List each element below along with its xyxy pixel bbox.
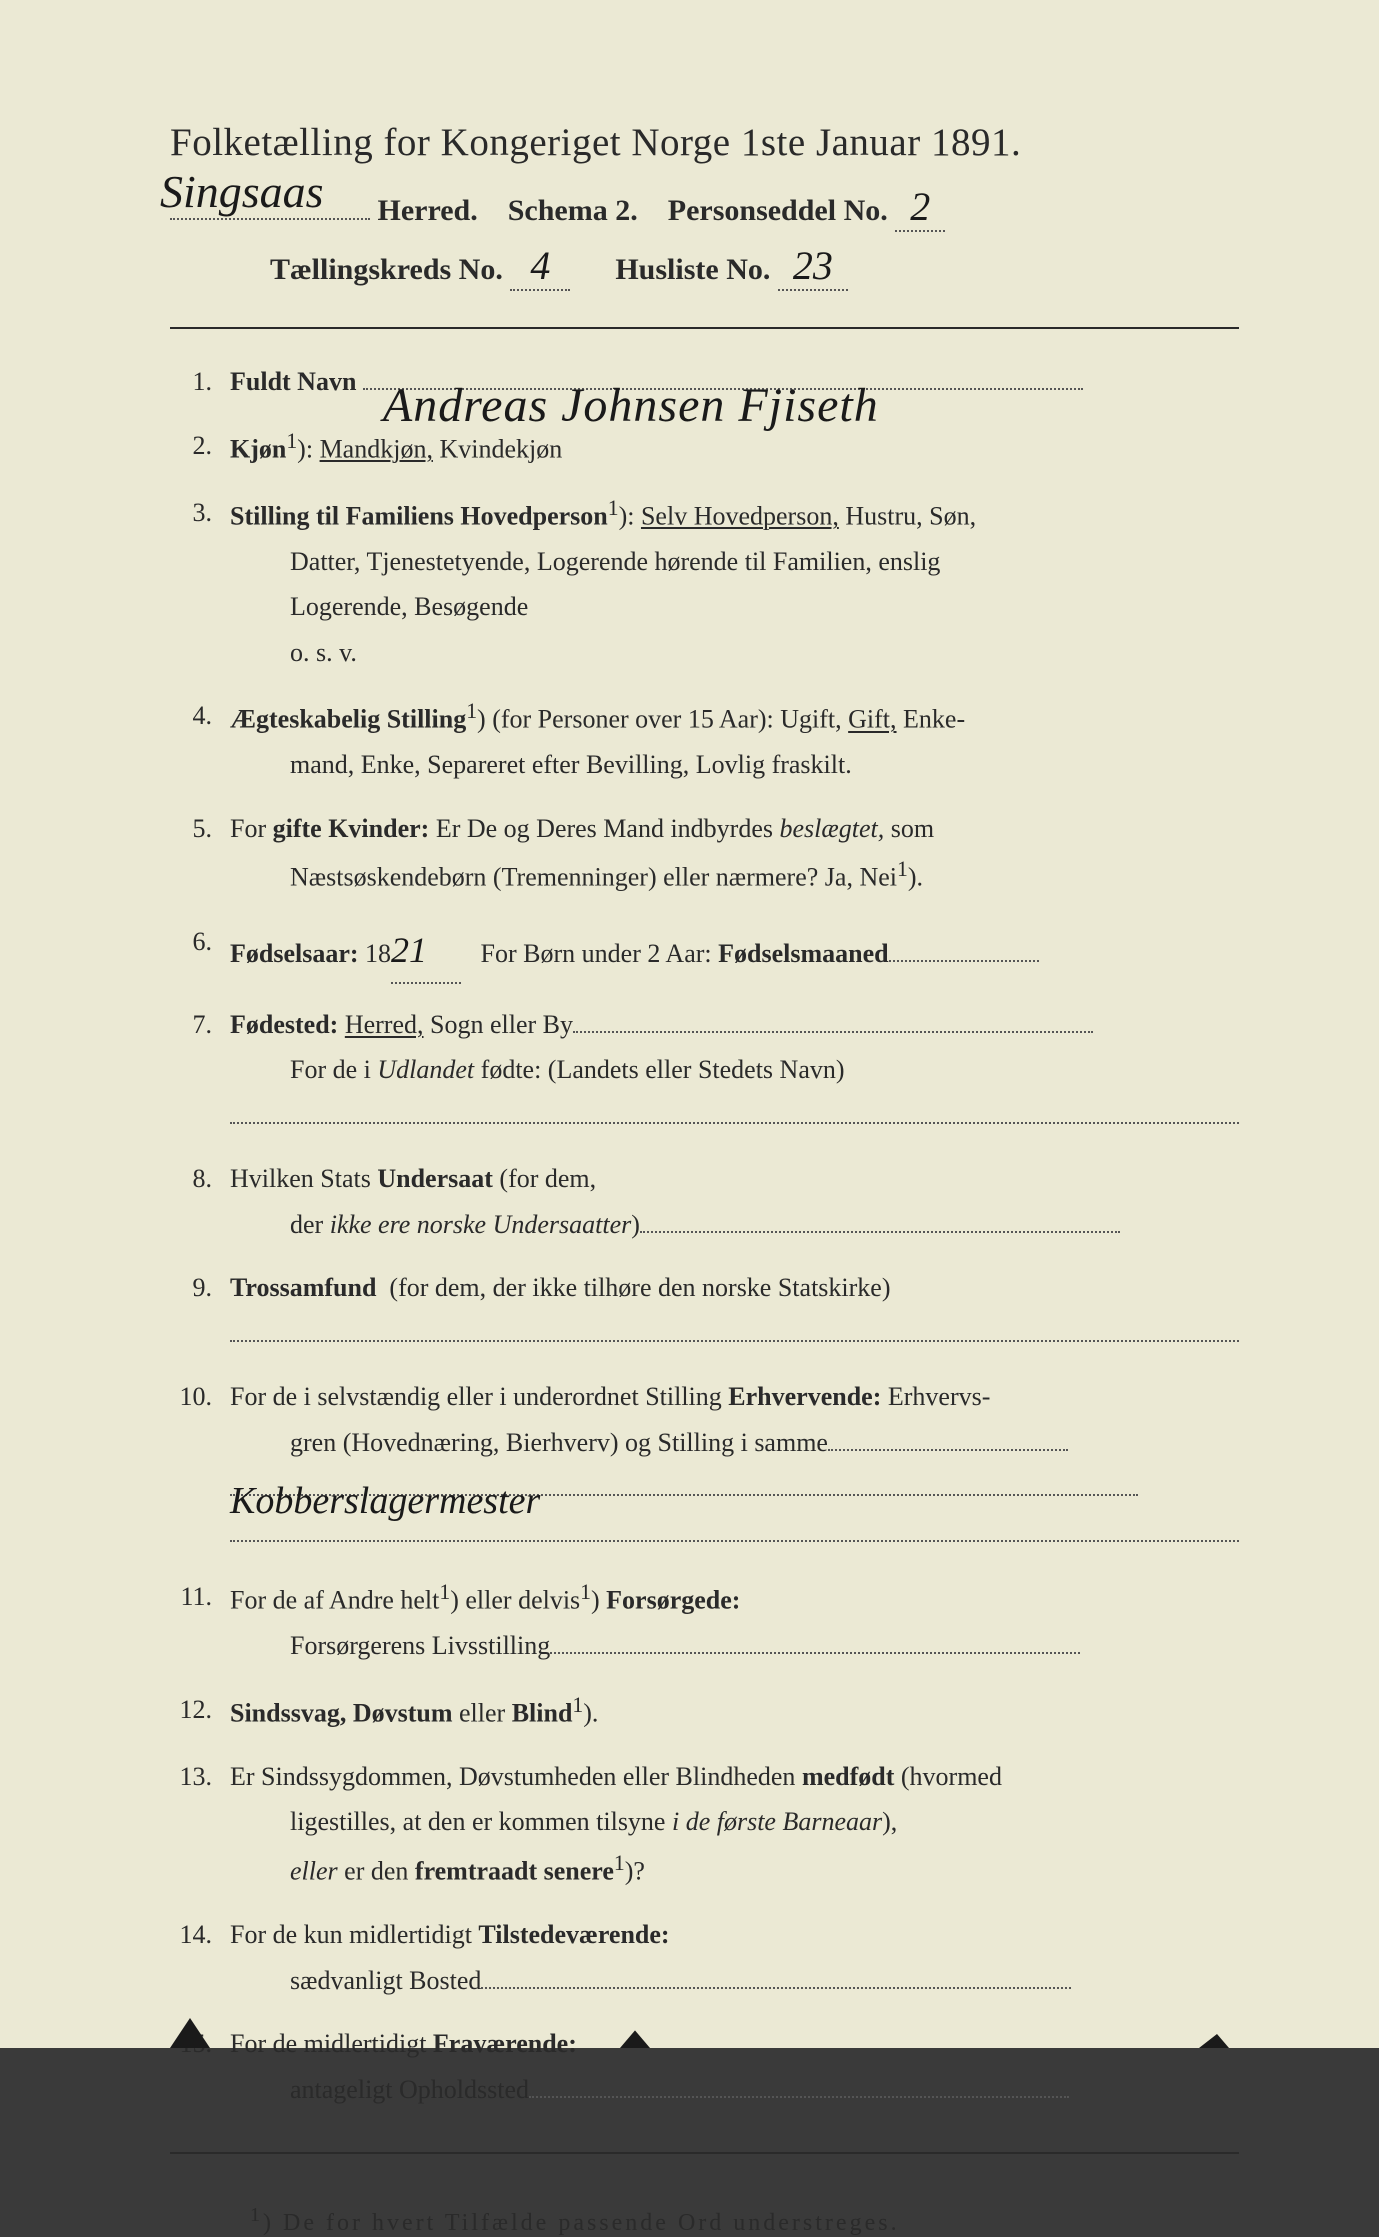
q7-num: 7. (170, 1002, 230, 1139)
q10-occupation-hw: Kobberslagermester (230, 1468, 540, 1535)
q9-num: 9. (170, 1265, 230, 1356)
census-form-page: Folketælling for Kongeriget Norge 1ste J… (0, 0, 1379, 2048)
question-10: 10. For de i selvstændig eller i underor… (170, 1374, 1239, 1556)
question-1: 1. Fuldt Navn Andreas Johnsen Fjiseth (170, 359, 1239, 405)
header-line-2: Tællingskreds No. 4 Husliste No. 23 (170, 242, 1239, 291)
question-5: 5. For gifte Kvinder: Er De og Deres Man… (170, 806, 1239, 901)
q15-label: Fraværende: (433, 2029, 577, 2058)
husliste-label: Husliste No. (615, 253, 770, 286)
q3-label: Stilling til Familiens Hovedperson (230, 501, 608, 530)
q13-label: medfødt (802, 1762, 894, 1791)
page-title: Folketælling for Kongeriget Norge 1ste J… (170, 120, 1239, 165)
q8-num: 8. (170, 1156, 230, 1247)
question-14: 14. For de kun midlertidigt Tilstedevære… (170, 1912, 1239, 2003)
herred-handwritten: Singsaas (160, 165, 324, 218)
question-7: 7. Fødested: Herred, Sogn eller By For d… (170, 1002, 1239, 1139)
divider (170, 327, 1239, 329)
question-15: 15. For de midlertidigt Fraværende: anta… (170, 2021, 1239, 2112)
q12-num: 12. (170, 1687, 230, 1736)
q2-label: Kjøn (230, 434, 286, 463)
question-12: 12. Sindssvag, Døvstum eller Blind1). (170, 1687, 1239, 1736)
footnote: 1) De for hvert Tilfælde passende Ord un… (170, 2204, 1239, 2237)
divider-bottom (170, 2152, 1239, 2154)
husliste-no: 23 (793, 242, 833, 289)
question-4: 4. Ægteskabelig Stilling1) (for Personer… (170, 693, 1239, 788)
q3-num: 3. (170, 490, 230, 676)
q7-label: Fødested: (230, 1010, 338, 1039)
q14-num: 14. (170, 1912, 230, 2003)
personseddel-no: 2 (910, 183, 930, 230)
q5-label: gifte Kvinder: (273, 814, 430, 843)
question-9: 9. Trossamfund (for dem, der ikke tilhør… (170, 1265, 1239, 1356)
question-11: 11. For de af Andre helt1) eller delvis1… (170, 1574, 1239, 1669)
question-6: 6. Fødselsaar: 1821 For Børn under 2 Aar… (170, 919, 1239, 984)
question-8: 8. Hvilken Stats Undersaat (for dem, der… (170, 1156, 1239, 1247)
q9-label: Trossamfund (230, 1273, 376, 1302)
q13-num: 13. (170, 1754, 230, 1894)
herred-label: Herred. (378, 194, 478, 227)
q14-label: Tilstedeværende: (478, 1920, 669, 1949)
header-line-1: Singsaas Herred. Schema 2. Personseddel … (170, 183, 1239, 232)
q6-num: 6. (170, 919, 230, 984)
q8-label: Undersaat (377, 1164, 493, 1193)
q10-label: Erhvervende: (728, 1382, 881, 1411)
q2-num: 2. (170, 423, 230, 472)
taellingskreds-label: Tællingskreds No. (270, 253, 503, 286)
q10-num: 10. (170, 1374, 230, 1556)
question-3: 3. Stilling til Familiens Hovedperson1):… (170, 490, 1239, 676)
taellingskreds-no: 4 (530, 242, 550, 289)
q11-num: 11. (170, 1574, 230, 1669)
q6-year-hw: 21 (391, 930, 427, 970)
personseddel-label: Personseddel No. (668, 194, 888, 227)
q1-name-handwritten: Andreas Johnsen Fjiseth (383, 364, 879, 448)
q4-selected: Gift, (848, 705, 896, 734)
question-13: 13. Er Sindssygdommen, Døvstumheden elle… (170, 1754, 1239, 1894)
q1-num: 1. (170, 359, 230, 405)
q12-label: Sindssvag, Døvstum (230, 1698, 453, 1727)
q1-label: Fuldt Navn (230, 367, 356, 396)
q4-label: Ægteskabelig Stilling (230, 705, 466, 734)
q11-label: Forsørgede: (606, 1586, 740, 1615)
q7-selected: Herred, (345, 1010, 424, 1039)
q3-selected: Selv Hovedperson, (641, 501, 839, 530)
schema-label: Schema 2. (508, 194, 638, 227)
q4-num: 4. (170, 693, 230, 788)
q6-label: Fødselsaar: (230, 939, 359, 968)
q5-num: 5. (170, 806, 230, 901)
